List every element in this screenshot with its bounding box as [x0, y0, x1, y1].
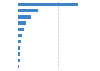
- Bar: [18, 3, 78, 6]
- Bar: [18, 28, 24, 31]
- Bar: [18, 21, 26, 25]
- Bar: [18, 34, 22, 37]
- Bar: [18, 15, 31, 19]
- Bar: [18, 59, 20, 62]
- Bar: [18, 65, 19, 68]
- Bar: [18, 40, 21, 43]
- Bar: [18, 9, 38, 12]
- Bar: [18, 46, 20, 50]
- Bar: [18, 52, 20, 56]
